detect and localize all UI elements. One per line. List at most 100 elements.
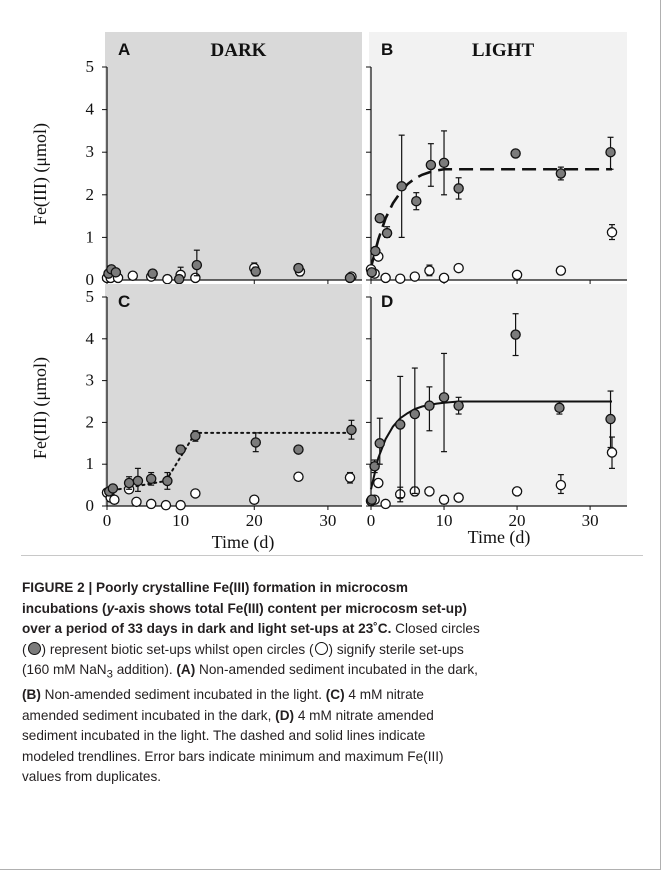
y-tick-label: 5 bbox=[86, 287, 95, 306]
biotic-point bbox=[555, 168, 567, 179]
biotic-point bbox=[132, 475, 144, 487]
biotic-point bbox=[190, 430, 201, 442]
y-tick-label: 3 bbox=[86, 371, 95, 390]
panel-a: 0 1 2 3 4 5 A DARK bbox=[86, 32, 362, 289]
caption-label-d: (D) bbox=[275, 707, 295, 723]
open-circle-icon bbox=[314, 641, 328, 655]
biotic-point bbox=[374, 438, 386, 449]
biotic-point bbox=[293, 262, 304, 274]
x-tick-label: 20 bbox=[246, 511, 263, 530]
x-axis-label-right: Time (d) bbox=[468, 527, 531, 548]
biotic-point bbox=[409, 408, 421, 420]
x-tick-label: 10 bbox=[436, 511, 453, 530]
trendline bbox=[106, 431, 351, 493]
panel-title: LIGHT bbox=[472, 40, 535, 61]
y-tick-label: 1 bbox=[86, 454, 95, 473]
caption-text-6: Non-amended sediment incubated in the da… bbox=[195, 662, 478, 677]
caption-text-5b: addition). bbox=[112, 662, 173, 677]
caption-subscript: 3 bbox=[106, 668, 113, 681]
y-axis-label-bottom: Fe(III) (μmol) bbox=[30, 357, 51, 459]
sterile-point bbox=[160, 499, 172, 511]
biotic-point bbox=[425, 159, 437, 171]
caption-divider bbox=[21, 555, 643, 556]
biotic-point bbox=[346, 424, 357, 436]
biotic-point bbox=[366, 267, 377, 278]
biotic-point bbox=[110, 267, 122, 278]
caption-text-7: Non-amended sediment incubated in the li… bbox=[40, 687, 322, 703]
biotic-point bbox=[510, 329, 521, 340]
biotic-point bbox=[107, 483, 119, 494]
biotic-point bbox=[605, 146, 616, 158]
caption-text-9: amended sediment incubated in the dark, bbox=[22, 707, 272, 723]
caption-text-1: Closed circles bbox=[391, 621, 480, 636]
biotic-point bbox=[250, 437, 261, 448]
caption-text-3: ) represent biotic set-ups whilst open c… bbox=[41, 641, 314, 657]
panel-letter: D bbox=[381, 292, 393, 311]
caption-label-a: (A) bbox=[176, 662, 196, 677]
figure-caption: FIGURE 2 | Poorly crystalline Fe(III) fo… bbox=[22, 578, 644, 788]
panel-b: B LIGHT bbox=[365, 32, 627, 284]
biotic-point bbox=[394, 419, 406, 430]
y-tick-label: 0 bbox=[86, 270, 95, 289]
biotic-point bbox=[554, 402, 565, 414]
biotic-point bbox=[145, 473, 157, 485]
sterile-point bbox=[409, 271, 421, 282]
x-axis-label-left: Time (d) bbox=[212, 532, 275, 553]
biotic-point bbox=[381, 227, 393, 239]
sterile-point bbox=[606, 447, 618, 458]
sterile-point bbox=[145, 498, 157, 510]
closed-circle-icon bbox=[27, 641, 41, 655]
sterile-point bbox=[249, 494, 260, 505]
sterile-point bbox=[380, 272, 391, 284]
biotic-point bbox=[453, 183, 464, 194]
biotic-point bbox=[293, 444, 304, 455]
x-tick-label: 30 bbox=[582, 511, 599, 530]
panel-background bbox=[369, 32, 627, 280]
biotic-point bbox=[344, 272, 356, 284]
x-tick-label: 20 bbox=[509, 511, 526, 530]
sterile-point bbox=[175, 499, 186, 511]
x-tick-label: 10 bbox=[172, 511, 189, 530]
trendline bbox=[369, 167, 612, 268]
sterile-point bbox=[109, 494, 120, 505]
sterile-point bbox=[555, 479, 567, 491]
x-tick-label: 0 bbox=[103, 511, 112, 530]
x-tick-label: 30 bbox=[319, 511, 336, 530]
caption-text-8: 4 mM nitrate bbox=[344, 687, 424, 703]
sterile-point bbox=[344, 472, 356, 483]
biotic-point bbox=[370, 245, 381, 257]
panel-letter: C bbox=[118, 292, 130, 311]
sterile-point bbox=[373, 477, 384, 489]
x-tick-label: 0 bbox=[367, 511, 376, 530]
y-tick-label: 0 bbox=[86, 496, 95, 515]
caption-text-5a: (160 mM NaN bbox=[22, 662, 107, 677]
panel-background bbox=[105, 32, 362, 280]
biotic-point bbox=[123, 477, 135, 489]
y-tick-label: 4 bbox=[86, 100, 95, 119]
biotic-point bbox=[175, 444, 186, 455]
sterile-point bbox=[162, 273, 173, 285]
sterile-point bbox=[424, 486, 435, 497]
sterile-point bbox=[438, 494, 450, 505]
biotic-point bbox=[396, 181, 407, 192]
y-tick-label: 3 bbox=[86, 142, 95, 161]
caption-heading-2c: -axis shows total Fe(III) content per mi… bbox=[114, 600, 467, 616]
panel-background bbox=[369, 284, 627, 506]
caption-heading-3: over a period of 33 days in dark and lig… bbox=[22, 621, 392, 636]
caption-text-4: ) signify sterile set-ups bbox=[328, 641, 464, 657]
y-axis-label-top: Fe(III) (μmol) bbox=[30, 123, 51, 225]
biotic-point bbox=[605, 413, 616, 425]
panel-background bbox=[105, 284, 362, 506]
caption-heading-2b: y bbox=[106, 600, 115, 616]
caption-text-12: modeled trendlines. Error bars indicate … bbox=[22, 748, 444, 764]
biotic-point bbox=[147, 268, 158, 279]
sterile-point bbox=[127, 270, 139, 281]
sterile-point bbox=[453, 492, 464, 503]
y-tick-label: 5 bbox=[86, 57, 95, 76]
sterile-point bbox=[438, 272, 450, 284]
biotic-point bbox=[173, 273, 185, 285]
panel-letter: A bbox=[118, 40, 130, 59]
caption-text-11: sediment incubated in the light. The das… bbox=[22, 728, 426, 744]
sterile-point bbox=[131, 496, 142, 508]
